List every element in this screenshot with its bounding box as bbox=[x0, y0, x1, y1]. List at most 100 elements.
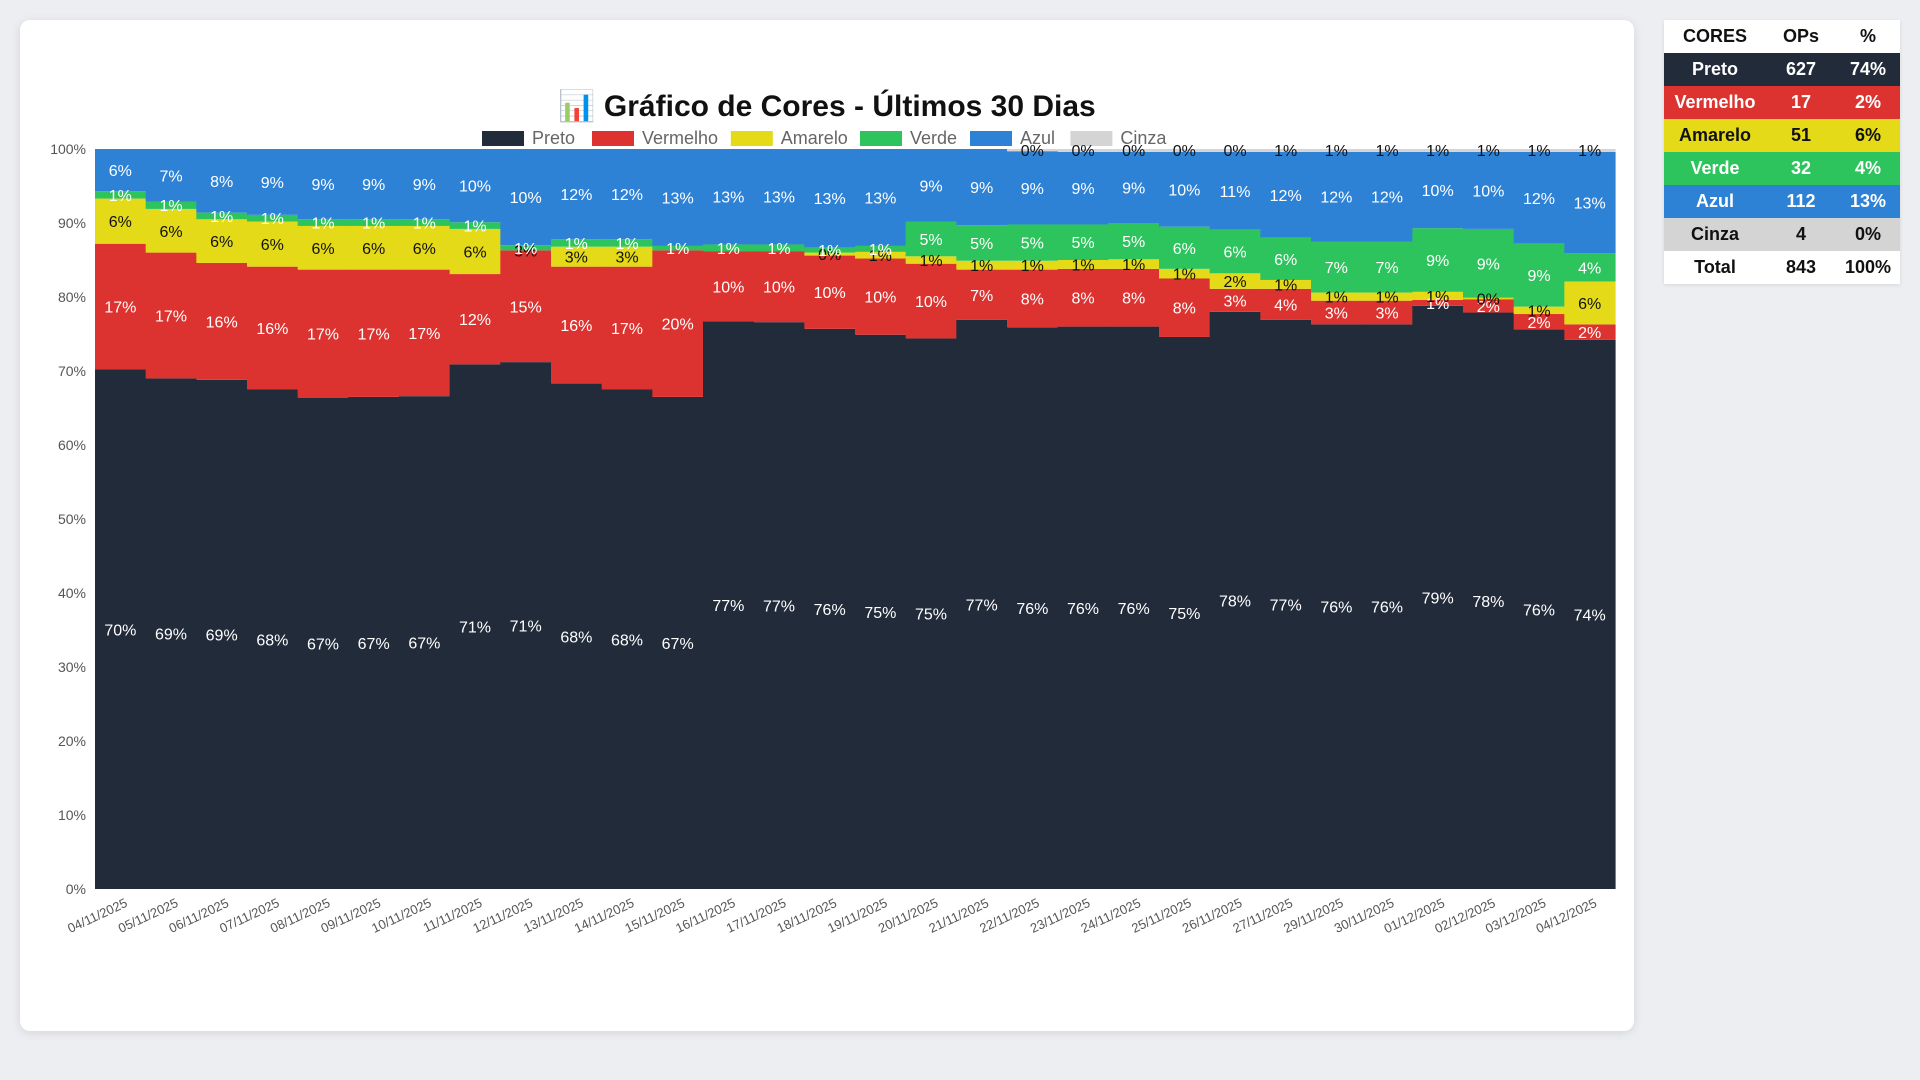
data-label-amarelo: 6% bbox=[463, 244, 486, 261]
bar-verde bbox=[1513, 243, 1565, 307]
data-label-preto: 67% bbox=[408, 636, 440, 653]
data-label-verde: 6% bbox=[1173, 241, 1196, 258]
bar-verde bbox=[956, 225, 1008, 261]
bar-preto bbox=[652, 396, 704, 889]
bar-vermelho bbox=[297, 269, 349, 398]
bar-preto bbox=[500, 362, 552, 889]
data-label-verde: 6% bbox=[1274, 252, 1297, 269]
data-label-azul: 9% bbox=[1071, 181, 1094, 198]
bar-preto bbox=[753, 322, 805, 889]
y-tick-label: 30% bbox=[58, 659, 86, 675]
bar-azul bbox=[804, 149, 856, 248]
data-label-amarelo: 6% bbox=[261, 237, 284, 254]
bar-verde bbox=[1057, 224, 1109, 260]
data-label-amarelo: 6% bbox=[210, 234, 233, 251]
bar-vermelho bbox=[247, 266, 299, 390]
summary-percent: 6% bbox=[1854, 125, 1881, 145]
bar-vermelho bbox=[1311, 300, 1363, 325]
bar-verde bbox=[348, 219, 400, 226]
bar-azul bbox=[247, 149, 299, 215]
bar-cinza bbox=[1007, 149, 1059, 152]
data-label-preto: 76% bbox=[1371, 600, 1403, 617]
data-label-azul: 12% bbox=[1371, 190, 1403, 207]
data-label-preto: 76% bbox=[814, 602, 846, 619]
data-label-vermelho: 17% bbox=[611, 321, 643, 338]
data-label-azul: 9% bbox=[362, 177, 385, 194]
data-label-verde: 6% bbox=[1223, 244, 1246, 261]
bar-vermelho bbox=[551, 266, 603, 384]
bar-amarelo bbox=[1159, 268, 1211, 279]
bar-azul bbox=[449, 149, 501, 223]
data-label-verde: 5% bbox=[1122, 234, 1145, 251]
bar-azul bbox=[753, 149, 805, 245]
bar-cinza bbox=[1412, 149, 1464, 152]
bar-preto bbox=[1513, 329, 1565, 889]
bar-azul bbox=[1311, 151, 1363, 242]
bar-amarelo bbox=[1209, 273, 1261, 289]
summary-row-preto: Preto 627 74% bbox=[1664, 53, 1900, 86]
data-label-vermelho: 10% bbox=[814, 285, 846, 302]
data-label-verde: 1% bbox=[666, 241, 689, 258]
y-tick-label: 0% bbox=[66, 881, 86, 897]
bar-amarelo bbox=[247, 221, 299, 267]
bar-azul bbox=[1260, 151, 1312, 238]
bar-verde bbox=[145, 201, 197, 209]
bar-cinza bbox=[1513, 149, 1565, 152]
bar-amarelo bbox=[145, 208, 197, 253]
bar-cinza bbox=[1159, 149, 1211, 152]
bar-cinza bbox=[1361, 149, 1413, 152]
bar-preto bbox=[1463, 312, 1515, 889]
legend-item-vermelho: Vermelho bbox=[592, 128, 718, 148]
data-label-vermelho: 3% bbox=[1375, 306, 1398, 323]
bar-vermelho bbox=[1108, 268, 1160, 327]
data-label-amarelo: 1% bbox=[869, 248, 892, 265]
bar-verde bbox=[1209, 229, 1261, 274]
bar-vermelho bbox=[905, 263, 957, 339]
bar-amarelo bbox=[1007, 260, 1059, 270]
data-label-preto: 71% bbox=[459, 620, 491, 637]
bar-cinza bbox=[1311, 149, 1363, 152]
summary-row-azul: Azul 112 13% bbox=[1664, 185, 1900, 218]
data-label-vermelho: 8% bbox=[1173, 301, 1196, 318]
bar-verde bbox=[95, 191, 147, 199]
data-label-vermelho: 17% bbox=[408, 326, 440, 343]
bar-vermelho bbox=[1463, 299, 1515, 313]
data-label-cinza: 1% bbox=[1325, 143, 1348, 160]
bar-azul bbox=[1159, 151, 1211, 227]
bar-verde bbox=[196, 212, 248, 220]
bar-vermelho bbox=[348, 269, 400, 397]
legend-swatch bbox=[970, 131, 1012, 146]
legend-swatch bbox=[482, 131, 524, 146]
data-label-azul: 10% bbox=[510, 190, 542, 207]
color-summary-table: CORES OPs % Preto 627 74% Vermelho 17 2% Amare… bbox=[1664, 20, 1900, 284]
data-label-verde: 1% bbox=[767, 241, 790, 258]
data-label-amarelo: 1% bbox=[1274, 277, 1297, 294]
summary-color-name: Verde bbox=[1690, 158, 1740, 178]
bar-preto bbox=[1057, 326, 1109, 890]
summary-row-amarelo: Amarelo 51 6% bbox=[1664, 119, 1900, 152]
bar-preto bbox=[196, 379, 248, 889]
data-label-vermelho: 8% bbox=[1122, 291, 1145, 308]
y-tick-label: 60% bbox=[58, 437, 86, 453]
data-label-vermelho: 4% bbox=[1274, 297, 1297, 314]
data-label-amarelo: 3% bbox=[565, 250, 588, 267]
data-label-preto: 77% bbox=[712, 598, 744, 615]
data-label-azul: 7% bbox=[159, 168, 182, 185]
bar-amarelo bbox=[399, 225, 451, 270]
summary-row-total: Total 843 100% bbox=[1664, 251, 1900, 284]
data-label-verde: 7% bbox=[1375, 260, 1398, 277]
y-tick-label: 100% bbox=[50, 141, 86, 157]
legend-item-amarelo: Amarelo bbox=[730, 128, 848, 148]
bar-preto bbox=[1108, 326, 1160, 890]
y-tick-label: 20% bbox=[58, 733, 86, 749]
summary-row-verde: Verde 32 4% bbox=[1664, 152, 1900, 185]
data-label-amarelo: 3% bbox=[514, 243, 537, 260]
summary-ops: 51 bbox=[1790, 125, 1812, 145]
legend-label: Preto bbox=[532, 128, 575, 148]
data-label-amarelo: 6% bbox=[311, 241, 334, 258]
bar-cinza bbox=[1260, 149, 1312, 152]
data-label-amarelo: 1% bbox=[1122, 257, 1145, 274]
header-percent: % bbox=[1836, 20, 1900, 53]
bar-amarelo bbox=[601, 246, 653, 267]
bar-cinza bbox=[1057, 149, 1109, 152]
